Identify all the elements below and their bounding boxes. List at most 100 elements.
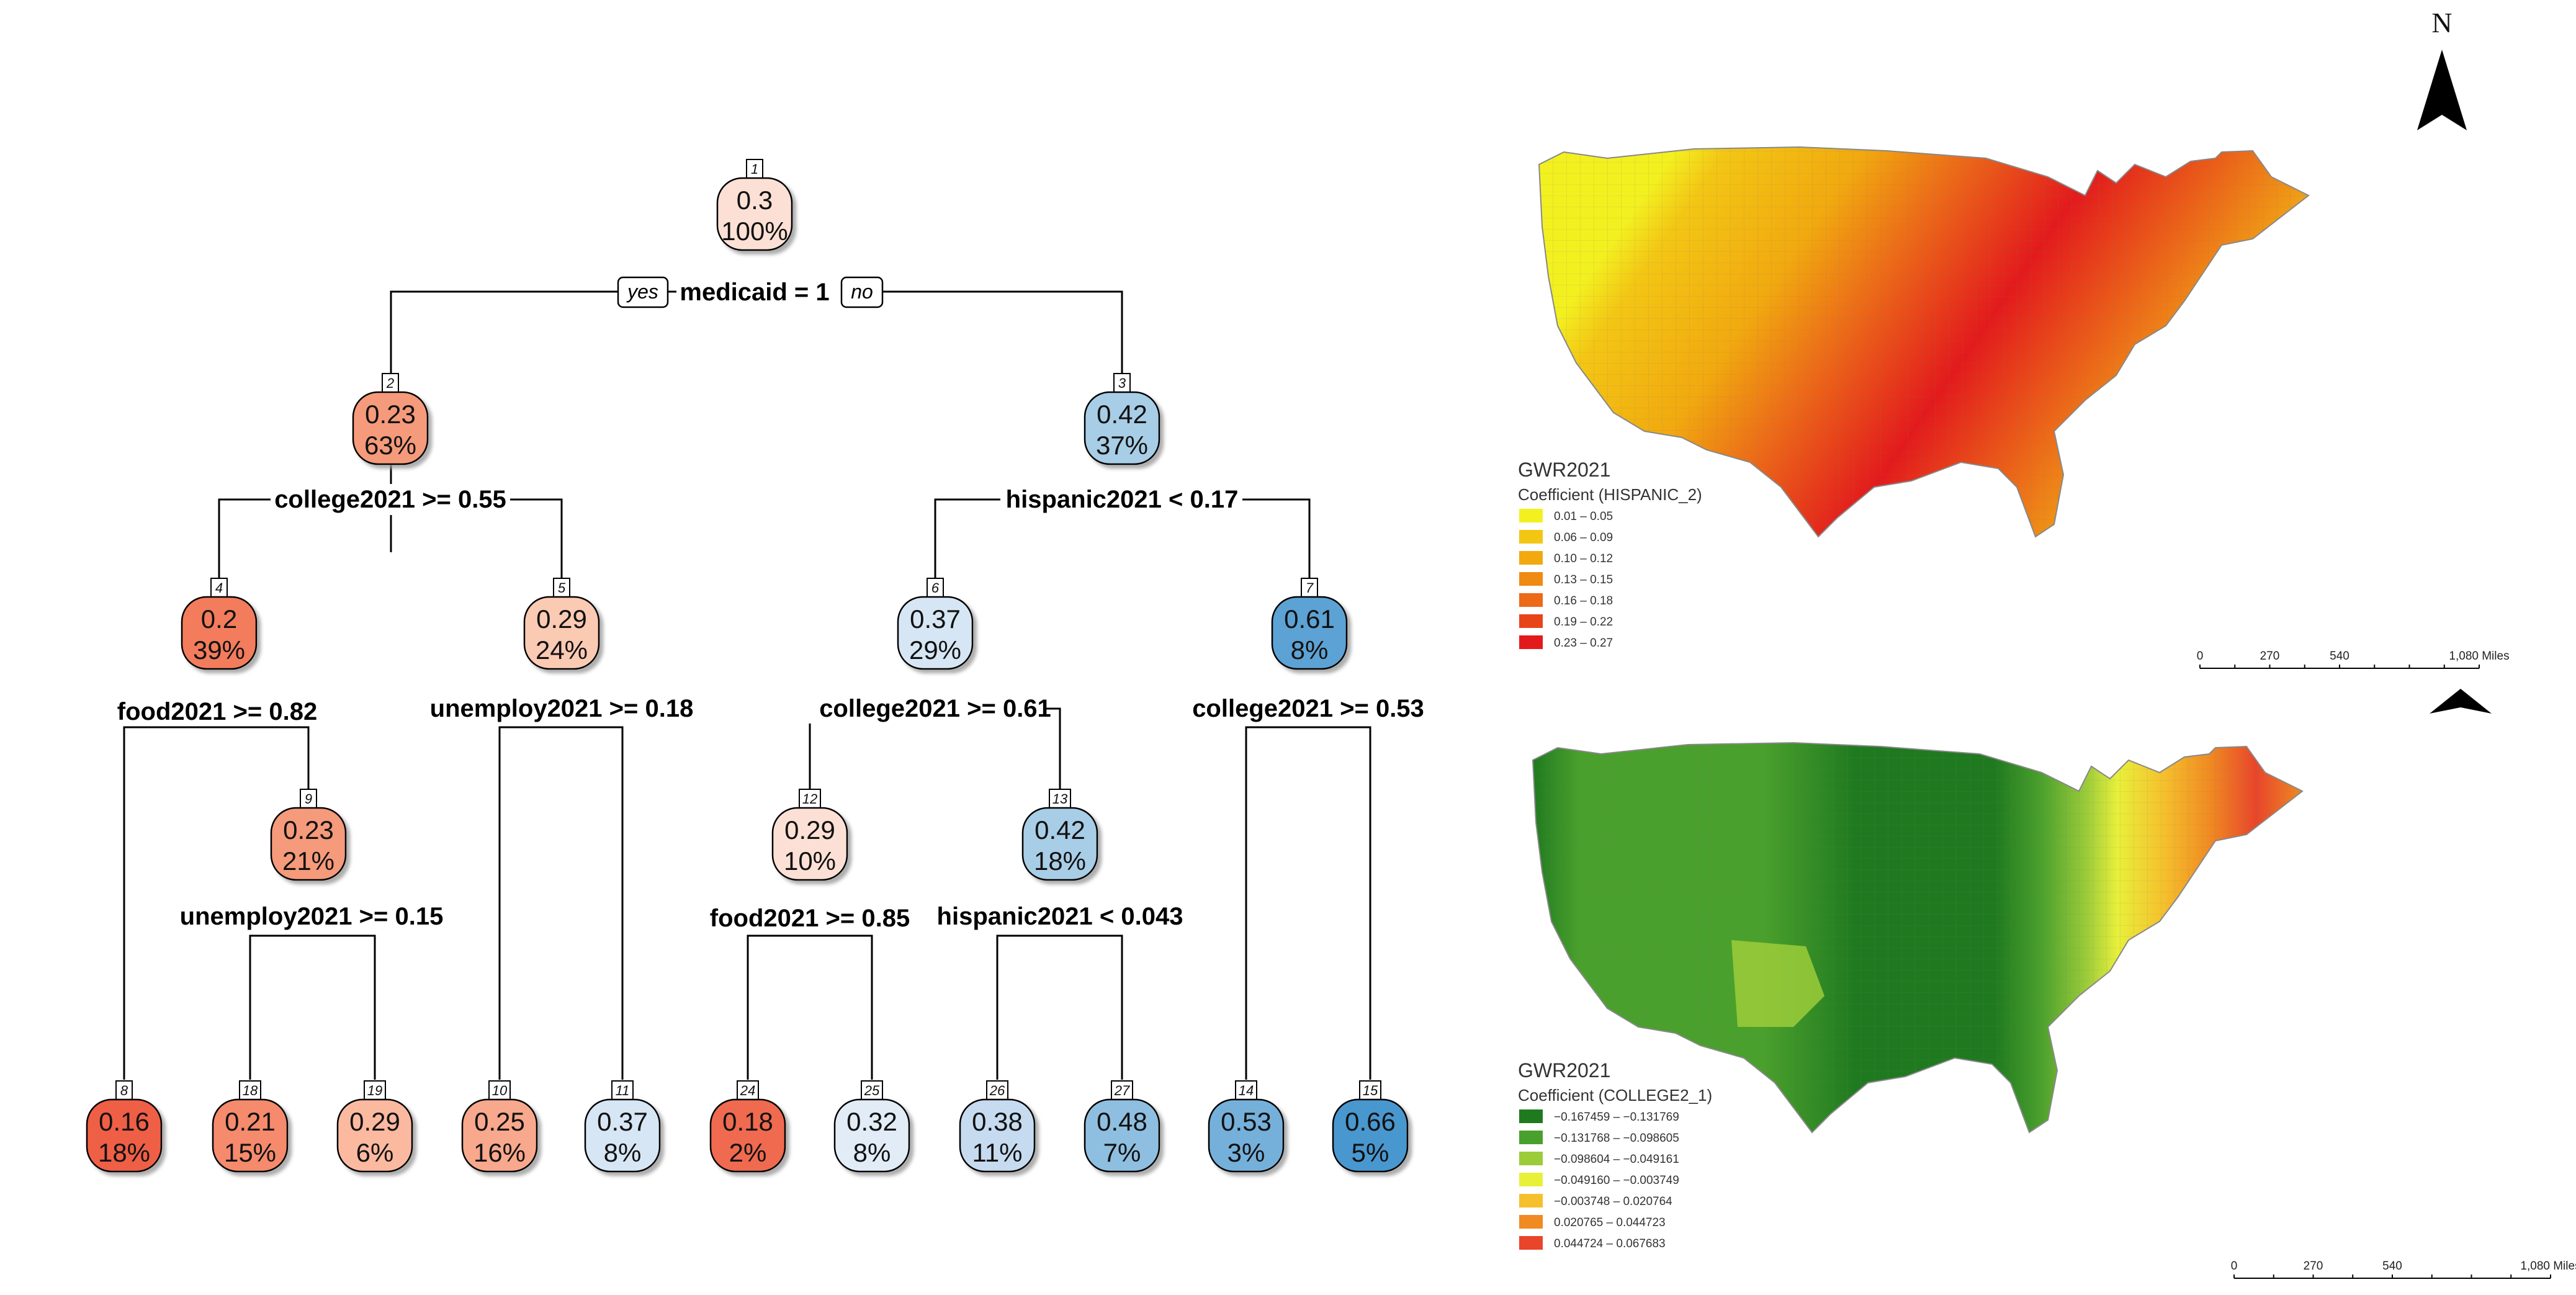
legend-label: 0.16 – 0.18 — [1554, 594, 1613, 607]
edge-6-bar — [809, 707, 1061, 819]
node-value: 0.37 — [597, 1107, 648, 1136]
node-value: 0.3 — [737, 186, 773, 215]
node-value: 0.29 — [784, 815, 835, 845]
split-label-13: hispanic2021 < 0.043 — [937, 903, 1183, 930]
node-id-label: 26 — [989, 1083, 1005, 1098]
node-id-label: 7 — [1306, 580, 1314, 596]
legend-swatch — [1519, 614, 1543, 628]
scale-bar-2: 0 270 540 1,080 Miles — [2231, 1260, 2576, 1279]
node-value: 0.37 — [910, 604, 961, 634]
node-box — [336, 1098, 413, 1173]
legend-swatch — [1519, 1131, 1543, 1144]
scale-label: 540 — [2330, 650, 2349, 663]
legend-label: 0.044724 – 0.067683 — [1554, 1237, 1666, 1250]
node-id-label: 15 — [1363, 1083, 1378, 1098]
node-box — [959, 1098, 1036, 1173]
node-percent: 39% — [193, 635, 245, 665]
legend-swatch — [1519, 572, 1543, 586]
scale-label: 1,080 Miles — [2449, 650, 2509, 663]
legend-label: −0.098604 – −0.049161 — [1554, 1153, 1679, 1166]
split-labels: medicaid = 1 yes no college2021 >= 0.55 … — [117, 276, 1424, 932]
node-value: 0.42 — [1097, 400, 1147, 429]
node-box — [212, 1098, 289, 1173]
node-id-label: 11 — [616, 1083, 630, 1098]
legend-label: 0.01 – 0.05 — [1554, 510, 1613, 523]
tree-node-4: 4 0.239% — [181, 578, 258, 670]
node-value: 0.2 — [201, 604, 237, 634]
split-label-root: medicaid = 1 — [680, 279, 829, 306]
node-id-label: 13 — [1052, 791, 1068, 807]
node-id-label: 25 — [864, 1083, 880, 1098]
node-value: 0.21 — [225, 1107, 276, 1136]
scale-label: 1,080 Miles — [2520, 1260, 2576, 1273]
node-id-label: 18 — [243, 1083, 258, 1098]
svg-text:GWR2021: GWR2021 — [1518, 1059, 1610, 1082]
node-box — [86, 1098, 163, 1173]
legend-label: −0.049160 – −0.003749 — [1554, 1174, 1679, 1187]
legend-swatch — [1519, 593, 1543, 607]
node-box — [270, 807, 347, 881]
yes-box — [617, 276, 669, 308]
node-percent: 63% — [364, 431, 416, 460]
tree-node-24: 24 0.182% — [709, 1080, 786, 1173]
tree-node-27: 27 0.487% — [1084, 1080, 1160, 1173]
node-percent: 2% — [729, 1138, 767, 1167]
tree-node-11: 11 0.378% — [584, 1080, 661, 1173]
legend-swatch — [1519, 1152, 1543, 1165]
node-percent: 37% — [1096, 431, 1148, 460]
yes-label: yes — [626, 280, 658, 303]
split-label-6: college2021 >= 0.61 — [819, 695, 1051, 722]
tree-nodes: 10.3100%20.2363%30.4237%40.239%50.2924%6… — [86, 159, 1409, 1173]
svg-text:GWR2021: GWR2021 — [1518, 459, 1610, 481]
node-percent: 10% — [784, 846, 836, 876]
node-percent: 7% — [1103, 1138, 1141, 1167]
legend-label: 0.06 – 0.09 — [1554, 531, 1613, 544]
legend-swatch — [1519, 1109, 1543, 1123]
node-id-label: 6 — [931, 580, 940, 596]
legend-swatch — [1519, 1173, 1543, 1186]
tree-node-15: 15 0.665% — [1332, 1080, 1409, 1173]
scale-label: 270 — [2260, 650, 2280, 663]
node-value: 0.42 — [1034, 815, 1085, 845]
node-percent: 15% — [224, 1138, 276, 1167]
node-box — [523, 596, 600, 670]
legend-swatch — [1519, 551, 1543, 565]
node-percent: 6% — [356, 1138, 394, 1167]
node-id-label: 1 — [751, 161, 758, 177]
node-id-label: 19 — [367, 1083, 382, 1098]
split-label-12: food2021 >= 0.85 — [710, 905, 910, 932]
node-value: 0.23 — [283, 815, 334, 845]
node-box — [1271, 596, 1348, 670]
node-id-label: 5 — [558, 580, 566, 596]
node-box — [352, 391, 429, 465]
node-box — [1332, 1098, 1409, 1173]
node-box — [833, 1098, 910, 1173]
legend-label: −0.167459 – −0.131769 — [1554, 1111, 1679, 1124]
legend-swatch — [1519, 509, 1543, 522]
no-label: no — [851, 280, 873, 303]
no-box — [840, 276, 884, 308]
tree-node-25: 25 0.328% — [833, 1080, 910, 1173]
node-id-label: 14 — [1239, 1083, 1254, 1098]
node-box — [1208, 1098, 1285, 1173]
tree-node-19: 19 0.296% — [336, 1080, 413, 1173]
node-box — [771, 807, 848, 881]
edge-13-bar — [996, 934, 1123, 1080]
tree-node-7: 7 0.618% — [1271, 578, 1348, 670]
node-percent: 29% — [909, 635, 961, 665]
node-percent: 21% — [282, 846, 334, 876]
edge-7-bar — [1245, 726, 1371, 1080]
node-id-label: 10 — [492, 1083, 508, 1098]
north-arrow-2-icon — [2430, 689, 2492, 714]
node-box — [1021, 807, 1098, 881]
legend-swatch — [1519, 1236, 1543, 1250]
scale-label: 540 — [2382, 1260, 2402, 1273]
split-label-4: food2021 >= 0.82 — [117, 698, 317, 725]
